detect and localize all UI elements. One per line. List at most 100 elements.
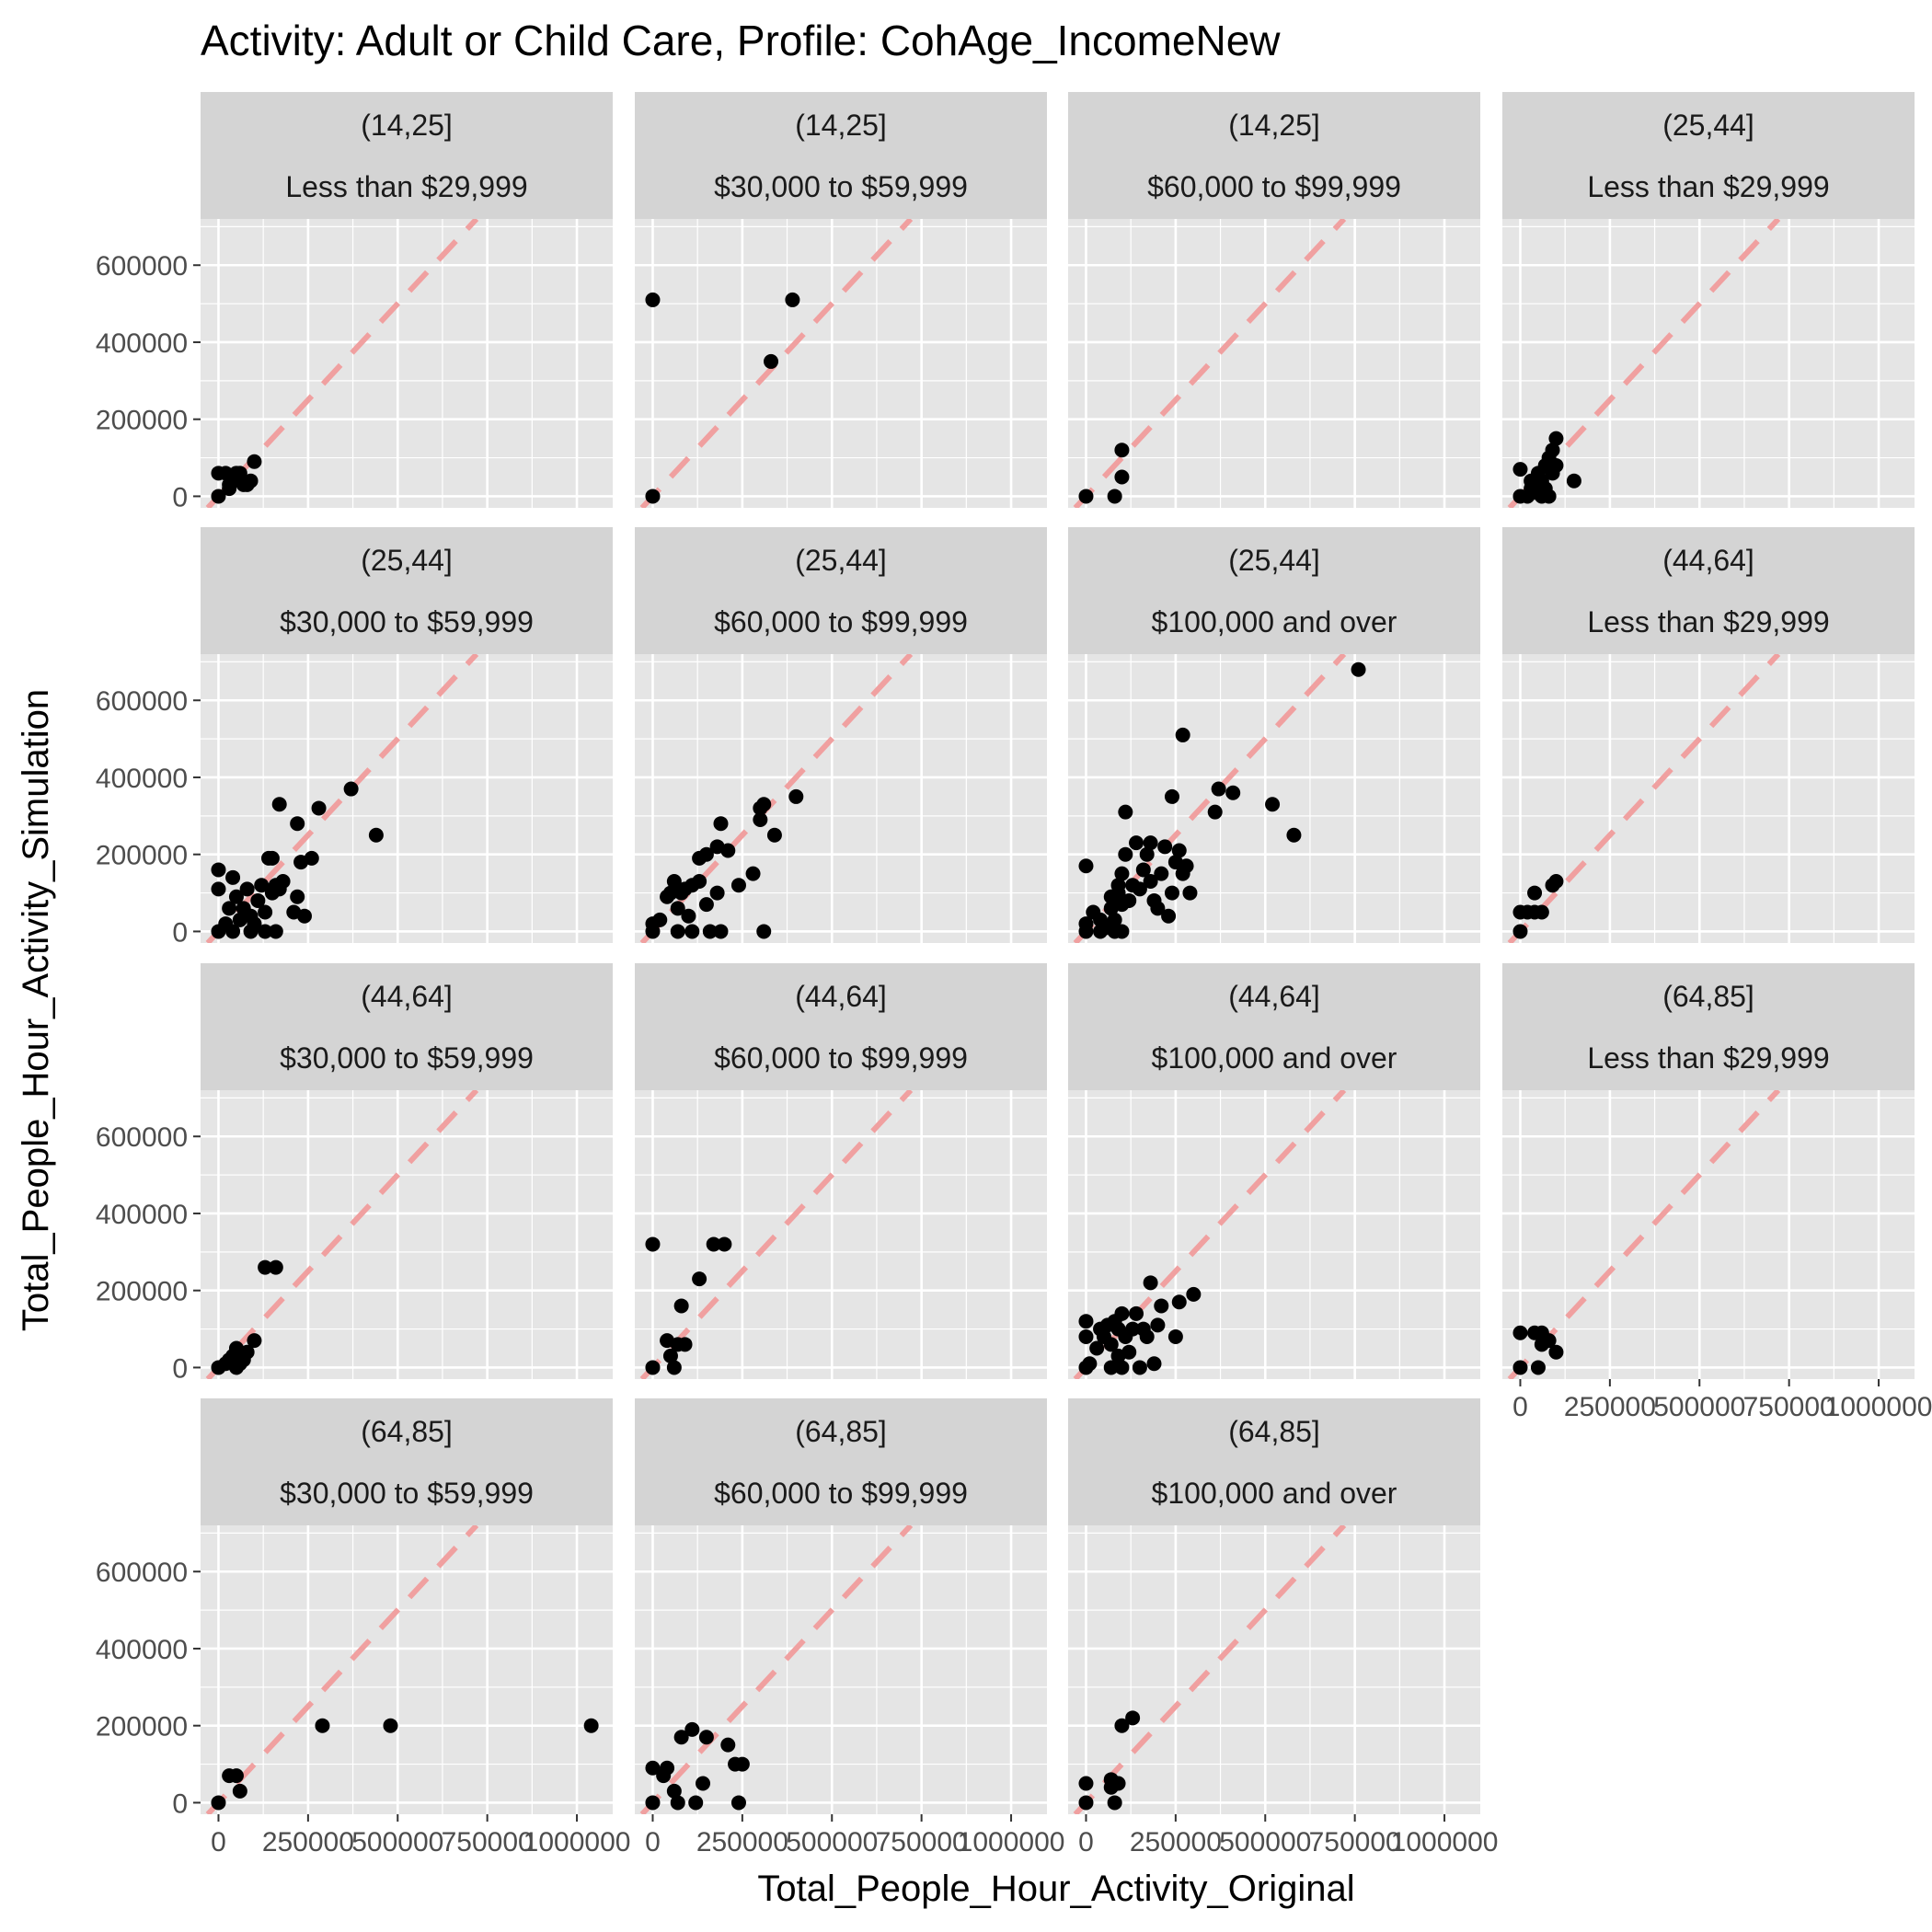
facet-label-age: (14,25] — [1228, 109, 1320, 142]
facet-label-income: $30,000 to $59,999 — [714, 170, 968, 203]
facet-label-income: $100,000 and over — [1152, 1041, 1397, 1075]
data-point — [1103, 1337, 1119, 1352]
data-point — [1139, 846, 1155, 862]
data-point — [1129, 1305, 1144, 1321]
x-tick-label: 1000000 — [958, 1827, 1065, 1857]
data-point — [1125, 1710, 1141, 1726]
facet-label-age: (14,25] — [795, 109, 887, 142]
data-point — [1512, 1325, 1528, 1340]
identity-line — [205, 1525, 479, 1814]
data-point — [239, 881, 255, 897]
facet-panel: (14,25] $60,000 to $99,999 — [1068, 92, 1480, 508]
identity-line — [1507, 654, 1781, 943]
facet-panel: (25,44] $30,000 to $59,999 0 200000 400000 60… — [96, 527, 613, 948]
data-point — [1078, 1795, 1094, 1811]
data-point — [258, 904, 273, 920]
data-point — [1114, 1360, 1130, 1375]
data-point — [1207, 804, 1223, 820]
x-tick-label: 0 — [211, 1827, 226, 1857]
data-point — [692, 874, 707, 890]
facet-label-income: $100,000 and over — [1152, 605, 1397, 638]
data-point — [1121, 1344, 1137, 1360]
facet-label-income: $30,000 to $59,999 — [280, 1041, 534, 1075]
data-point — [788, 788, 804, 804]
x-tick-label: 250000 — [1564, 1392, 1656, 1422]
identity-line — [639, 219, 914, 508]
data-point — [713, 924, 729, 939]
data-point — [1078, 1314, 1094, 1329]
data-point — [250, 892, 266, 908]
data-point — [1118, 846, 1133, 862]
panel-background — [635, 654, 1047, 943]
facet-label-age: (25,44] — [1228, 544, 1320, 577]
data-point — [1114, 443, 1130, 458]
facet-label-age: (44,64] — [361, 980, 453, 1013]
data-point — [645, 1760, 661, 1776]
y-tick-label: 0 — [172, 1788, 188, 1819]
data-point — [1154, 866, 1169, 881]
data-point — [1103, 1360, 1119, 1375]
y-tick-label: 400000 — [96, 764, 188, 794]
data-point — [211, 862, 226, 878]
data-point — [1146, 1356, 1162, 1372]
facet-panel: (25,44] $60,000 to $99,999 — [635, 527, 1047, 943]
panel-background — [1068, 1525, 1480, 1814]
data-point — [720, 1737, 736, 1753]
data-point — [645, 1236, 661, 1252]
data-point — [666, 1783, 682, 1799]
data-point — [696, 1776, 711, 1791]
y-tick-label: 0 — [172, 917, 188, 948]
data-point — [698, 897, 714, 913]
data-point — [1078, 858, 1094, 874]
facet-label-age: (44,64] — [1228, 980, 1320, 1013]
data-point — [785, 292, 800, 307]
data-point — [1078, 1776, 1094, 1791]
identity-line — [1073, 219, 1347, 508]
data-point — [1143, 835, 1158, 851]
data-point — [1545, 443, 1560, 458]
data-point — [247, 916, 262, 932]
facet-strip — [1068, 963, 1480, 1090]
data-point — [1107, 912, 1122, 927]
data-point — [1164, 885, 1179, 901]
data-point — [645, 1360, 661, 1375]
data-point — [1135, 862, 1151, 878]
facet-panel: (44,64] $30,000 to $59,999 0 200000 400000 60… — [96, 963, 613, 1384]
facet-label-income: $30,000 to $59,999 — [280, 1477, 534, 1510]
data-point — [247, 454, 262, 469]
data-point — [652, 912, 668, 927]
y-tick-label: 600000 — [96, 686, 188, 717]
data-point — [1548, 1344, 1564, 1360]
data-point — [1114, 1305, 1130, 1321]
data-point — [228, 1768, 244, 1784]
data-point — [1078, 916, 1094, 932]
facet-label-income: Less than $29,999 — [1587, 1041, 1829, 1075]
panel-background — [1502, 654, 1915, 943]
data-point — [706, 1236, 721, 1252]
data-point — [583, 1718, 599, 1733]
data-point — [692, 1271, 707, 1287]
data-point — [713, 816, 729, 832]
data-point — [315, 1718, 330, 1733]
facet-strip — [201, 92, 613, 219]
facet-panel: (44,64] $60,000 to $99,999 — [635, 963, 1047, 1379]
data-point — [1541, 1333, 1557, 1349]
data-point — [275, 874, 291, 890]
facet-strip — [201, 963, 613, 1090]
data-point — [1150, 1317, 1166, 1333]
panel-background — [201, 1525, 613, 1814]
panel-background — [1068, 219, 1480, 508]
data-point — [670, 1795, 685, 1811]
data-point — [756, 797, 772, 812]
data-point — [734, 1756, 750, 1772]
data-point — [730, 1795, 746, 1811]
data-point — [268, 1259, 283, 1275]
data-point — [1286, 827, 1302, 843]
x-tick-label: 250000 — [262, 1827, 354, 1857]
facet-label-income: $100,000 and over — [1152, 1477, 1397, 1510]
facet-panel: (14,25] $30,000 to $59,999 — [635, 92, 1047, 508]
data-point — [1078, 489, 1094, 504]
data-point — [666, 874, 682, 890]
x-tick-label: 750000 — [442, 1827, 534, 1857]
facet-strip — [635, 1398, 1047, 1525]
